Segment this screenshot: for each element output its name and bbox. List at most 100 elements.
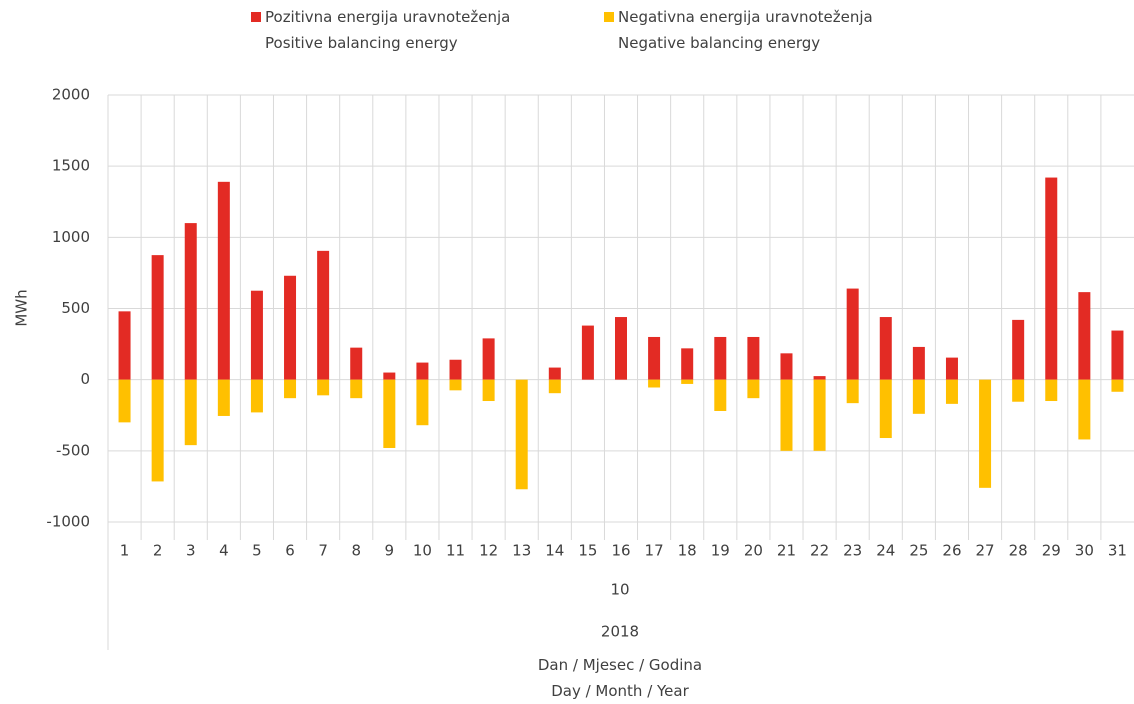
bar (813, 376, 826, 380)
bar (118, 311, 131, 380)
bar (1111, 330, 1124, 380)
bar (284, 275, 297, 380)
x-tick-label: 29 (1042, 542, 1061, 560)
bar (1111, 379, 1124, 392)
x-tick-label: 19 (711, 542, 730, 560)
x-tick-label: 4 (219, 542, 229, 560)
bar (383, 372, 396, 380)
bar (184, 379, 197, 446)
x-tick-label: 25 (909, 542, 928, 560)
x-tick-label: 9 (385, 542, 395, 560)
x-tick-label: 6 (285, 542, 295, 560)
x-tick-label: 18 (678, 542, 697, 560)
bar (648, 379, 661, 388)
bar (912, 379, 925, 414)
bar (317, 250, 330, 380)
x-tick-label: 14 (545, 542, 564, 560)
bar (615, 317, 627, 380)
bar (747, 379, 760, 399)
bar (1012, 319, 1025, 380)
x-tick-label: 22 (810, 542, 829, 560)
bar (780, 379, 793, 451)
x-tick-label: 8 (351, 542, 361, 560)
x-tick-label: 10 (413, 542, 432, 560)
legend-label: Pozitivna energija uravnoteženja Positiv… (265, 8, 511, 52)
x-tick-label: 5 (252, 542, 262, 560)
x-tick-label: 31 (1108, 542, 1127, 560)
x-tick-label: 13 (512, 542, 531, 560)
bar (118, 379, 131, 423)
x-tick-label: 17 (645, 542, 664, 560)
x-tick-label: 21 (777, 542, 796, 560)
bar (416, 362, 429, 380)
bar (780, 353, 793, 380)
bar (681, 379, 694, 384)
x-tick-label: 28 (1009, 542, 1028, 560)
x-tick-label: 2 (153, 542, 163, 560)
bar (813, 379, 826, 451)
bar (1078, 379, 1091, 440)
bar (714, 336, 727, 380)
bar (1045, 379, 1058, 402)
bar (350, 379, 363, 399)
bar (846, 288, 859, 380)
bar (648, 336, 661, 380)
x-tick-label: 30 (1075, 542, 1094, 560)
legend-swatch (604, 12, 614, 22)
bar (184, 223, 197, 380)
x-tick-label: 3 (186, 542, 196, 560)
bar (250, 379, 263, 413)
legend-label: Negativna energija uravnoteženja Negativ… (618, 8, 873, 52)
bar (879, 379, 892, 439)
x-tick-label: 16 (611, 542, 630, 560)
x-tick-label: 20 (744, 542, 763, 560)
bar (515, 379, 528, 490)
bar (1045, 177, 1058, 380)
bar (217, 379, 230, 416)
bar (945, 379, 958, 404)
legend-swatch (251, 12, 261, 22)
bar (747, 336, 760, 380)
bar (1078, 292, 1091, 380)
bar (449, 379, 462, 391)
x-tick-label: 15 (578, 542, 597, 560)
bar (151, 255, 164, 380)
bar (350, 347, 363, 380)
bar (1012, 379, 1025, 402)
bar (250, 290, 263, 380)
x-tick-label: 24 (876, 542, 895, 560)
x-tick-label: 26 (942, 542, 961, 560)
year-label: 2018 (601, 623, 639, 641)
x-tick-label: 23 (843, 542, 862, 560)
bar (581, 325, 594, 380)
bar (284, 379, 297, 399)
y-tick-label: 1500 (52, 157, 90, 175)
bar (548, 367, 561, 380)
x-tick-label: 12 (479, 542, 498, 560)
bar (449, 359, 462, 380)
x-axis-title: Dan / Mjesec / Godina Day / Month / Year (537, 656, 703, 700)
y-tick-label: -1000 (46, 513, 90, 531)
y-tick-label: 2000 (52, 86, 90, 104)
bar (548, 379, 561, 394)
bar (317, 379, 330, 396)
bar (383, 379, 396, 448)
bar (846, 379, 859, 404)
bar (482, 338, 495, 380)
x-tick-label: 27 (976, 542, 995, 560)
y-tick-label: 0 (80, 370, 90, 388)
bar (416, 379, 429, 426)
bar (681, 348, 694, 380)
bar (879, 317, 892, 380)
bar (482, 379, 495, 402)
y-tick-label: 500 (61, 299, 90, 317)
bar (945, 357, 958, 380)
bar (151, 379, 164, 482)
bar (979, 379, 992, 488)
x-tick-label: 11 (446, 542, 465, 560)
bar (912, 346, 925, 380)
bar (217, 181, 230, 380)
month-label: 10 (610, 581, 629, 599)
